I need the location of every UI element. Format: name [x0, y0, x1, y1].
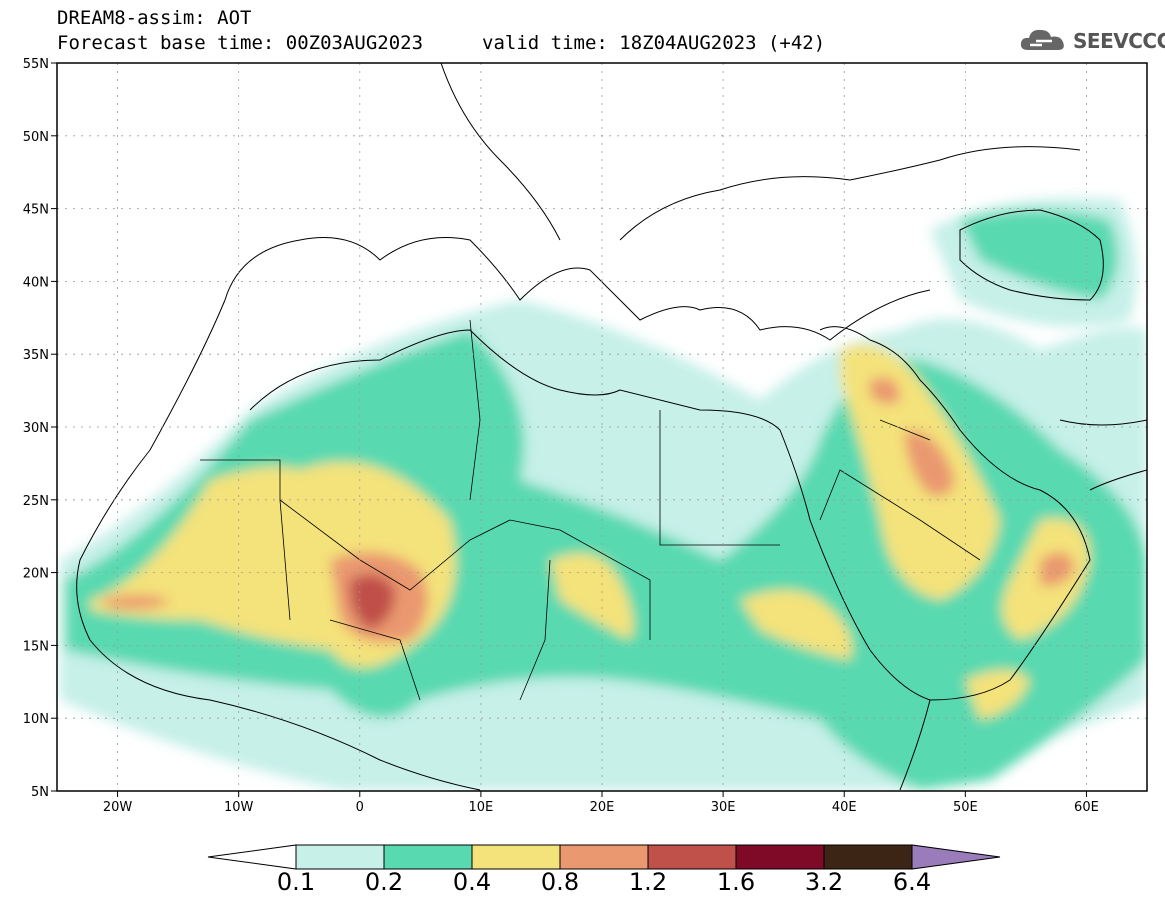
- lat-tick-label: 5N: [31, 785, 49, 800]
- coastlines: [76, 63, 1147, 791]
- colorbar-label: 0.8: [540, 868, 580, 896]
- lon-tick-label: 20E: [590, 800, 615, 815]
- lon-tick-label: 50E: [953, 800, 978, 815]
- lon-tick-label: 40E: [832, 800, 857, 815]
- colorbar-label: 0.1: [276, 868, 316, 896]
- lon-tick-label: 30E: [711, 800, 736, 815]
- colorbar-segment: [823, 844, 913, 870]
- colorbar-label: 6.4: [892, 868, 932, 896]
- colorbar-label: 1.6: [716, 868, 756, 896]
- lat-tick-label: 55N: [23, 57, 49, 72]
- colorbar-segment: [735, 844, 825, 870]
- lat-tick-label: 10N: [23, 712, 49, 727]
- colorbar-segment: [559, 844, 649, 870]
- colorbar-label: 0.2: [364, 868, 404, 896]
- logo-text: SEEVCCC: [1073, 29, 1165, 53]
- lon-tick-label: 10E: [469, 800, 494, 815]
- lat-tick-label: 35N: [23, 348, 49, 363]
- colorbar-segment: [471, 844, 561, 870]
- graticule: [57, 63, 1147, 791]
- seevccc-logo: SEEVCCC: [1018, 24, 1165, 56]
- colorbar-over-triangle: [911, 844, 1001, 870]
- valid-time: valid time: 18Z04AUG2023 (+42): [482, 32, 826, 54]
- colorbar: [207, 844, 1001, 870]
- colorbar-segment: [383, 844, 473, 870]
- lat-tick-label: 50N: [23, 130, 49, 145]
- cloud-icon: [1020, 29, 1064, 50]
- colorbar-label: 0.4: [452, 868, 492, 896]
- colorbar-segment: [295, 844, 385, 870]
- lon-tick-label: 10W: [224, 800, 254, 815]
- lat-tick-label: 25N: [23, 494, 49, 509]
- lat-tick-label: 15N: [23, 639, 49, 654]
- lat-tick-label: 30N: [23, 421, 49, 436]
- lat-tick-label: 40N: [23, 275, 49, 290]
- latitude-axis: 55N 50N 45N 40N 35N 30N 25N 20N 15N 10N 5N: [23, 57, 57, 800]
- longitude-axis: 20W 10W 0 10E 20E 30E 40E 50E 60E: [103, 791, 1099, 815]
- colorbar-under-triangle: [207, 844, 297, 870]
- colorbar-label: 3.2: [804, 868, 844, 896]
- lon-tick-label: 20W: [103, 800, 133, 815]
- lon-tick-label: 0: [356, 800, 364, 815]
- borders: [200, 319, 981, 701]
- lon-tick-label: 60E: [1074, 800, 1099, 815]
- lat-tick-label: 45N: [23, 203, 49, 218]
- lat-tick-label: 20N: [23, 567, 49, 582]
- colorbar-label: 1.2: [628, 868, 668, 896]
- colorbar-segment: [647, 844, 737, 870]
- forecast-base-time: Forecast base time: 00Z03AUG2023: [57, 32, 424, 54]
- map-title: DREAM8-assim: AOT: [57, 7, 252, 29]
